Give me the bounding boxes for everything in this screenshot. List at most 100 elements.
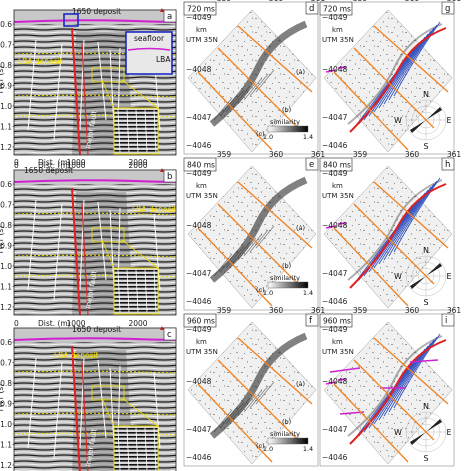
inset-locator-box <box>63 13 79 27</box>
minor-fault <box>79 39 85 131</box>
time-slice-label: 960 ms <box>323 317 351 326</box>
lba-horizon <box>14 412 176 416</box>
y-tick-label: −4049 <box>322 13 348 22</box>
lineament <box>231 397 251 421</box>
callout-line <box>121 79 159 109</box>
inset-fault <box>144 269 148 313</box>
lba-horizon <box>14 432 176 436</box>
inset-fault <box>153 269 157 313</box>
y-tick-label: −4046 <box>186 453 212 462</box>
x-axis-label: Dist. (m) <box>38 319 71 328</box>
lineament <box>249 385 269 409</box>
x-tick-label: 360 <box>269 150 284 159</box>
x-tick-label: 359 <box>217 150 232 159</box>
lba-deposit-label: LBA deposit <box>54 351 99 360</box>
deposit-1650-horizon <box>14 337 176 341</box>
inset-fault <box>144 109 148 153</box>
x-tick-label: 0 <box>14 158 19 167</box>
major-fault-line <box>71 27 81 155</box>
x-tick-label: 360 <box>269 0 284 3</box>
seafloor-inset <box>125 31 173 75</box>
minor-fault <box>27 39 37 131</box>
x-tick-label: 361 <box>311 150 326 159</box>
deposit-edge <box>325 222 347 229</box>
profile-label: (a) <box>296 380 305 388</box>
panel-letter: d <box>309 4 314 14</box>
deposit-1650-label: 1650 deposit <box>72 325 121 334</box>
minor-fault <box>53 203 63 301</box>
panel-letter: h <box>445 160 450 170</box>
panel-frame <box>319 157 455 311</box>
profile-line <box>353 47 435 129</box>
profile-line <box>373 337 449 405</box>
lba-deposit-label: LBA deposit <box>132 205 177 214</box>
y-tick-label: −4047 <box>186 269 212 278</box>
profile-label: (c) <box>256 130 265 138</box>
y-tick-label: −4046 <box>322 141 348 150</box>
x-tick-label: 2000 <box>128 158 147 167</box>
deposit-edge <box>325 378 347 385</box>
y-tick-label: 0.6 <box>0 338 12 347</box>
lineament <box>243 389 263 413</box>
colorbar-min: 1.0 <box>263 445 273 453</box>
interpreted-fault <box>368 36 426 117</box>
rose-diagram: N E S W <box>394 90 451 151</box>
interpreted-fault <box>393 21 441 97</box>
lba-horizon <box>14 370 176 374</box>
rose-direction-label: N <box>423 402 429 411</box>
profile-label: (a) <box>296 224 305 232</box>
x-tick-label: 359 <box>353 306 368 315</box>
interpreted-fault <box>368 348 426 429</box>
callout-line <box>101 79 115 109</box>
main-fault-trace <box>349 27 447 133</box>
minor-fault <box>27 199 37 291</box>
x-tick-label: 359 <box>217 306 232 315</box>
callout-line <box>121 397 159 427</box>
y-tick-label: −4047 <box>322 425 348 434</box>
minor-fault <box>53 361 63 459</box>
lineament <box>237 237 257 261</box>
map-panel-h: N E S W 840 ms h 359 360 361 −4049 −4048 −4047 −4046… <box>319 150 461 311</box>
y-tick-label: −4047 <box>186 425 212 434</box>
x-tick-label: 1000 <box>66 158 85 167</box>
rose-direction-label: S <box>423 454 428 463</box>
inset-fault <box>153 427 157 471</box>
lineament <box>225 245 245 269</box>
rose-diagram: N E S W <box>394 402 451 463</box>
inset-fault <box>117 427 121 471</box>
lineament <box>213 253 233 277</box>
x-tick-label: 0 <box>14 161 19 170</box>
interpreted-fault <box>393 333 441 409</box>
y-tick-label: 0.9 <box>0 82 12 91</box>
y-tick-label: −4049 <box>322 169 348 178</box>
interpreted-fault <box>368 192 426 273</box>
deposit-1650-horizon <box>14 19 176 23</box>
lineament-zone <box>347 23 443 125</box>
y-tick-label: −4048 <box>322 65 348 74</box>
y-tick-label: 0.7 <box>0 201 12 210</box>
colorbar-min: 1.0 <box>263 133 273 141</box>
rose-direction-label: W <box>394 116 402 125</box>
minor-fault <box>79 199 85 291</box>
lineament <box>237 81 257 105</box>
x-tick-label: 360 <box>405 150 420 159</box>
lineament <box>231 241 251 265</box>
colorbar-label: similarity <box>270 430 300 438</box>
x-tick-label: 359 <box>353 0 368 3</box>
colorbar-max: 1.4 <box>303 133 313 141</box>
rose-direction-label: S <box>423 298 428 307</box>
y-tick-label: −4046 <box>186 297 212 306</box>
major-fault-line <box>81 203 89 315</box>
minor-fault <box>109 209 115 289</box>
profile-line <box>333 71 409 151</box>
major-fault-line <box>81 361 89 471</box>
callout-box <box>91 67 125 83</box>
profile-label: (b) <box>282 262 291 270</box>
inset-fault <box>153 109 157 153</box>
lineament <box>249 229 269 253</box>
panel-letter: g <box>445 4 450 14</box>
utm-zone-label: UTM 35N <box>322 192 354 200</box>
y-tick-label: −4048 <box>322 221 348 230</box>
